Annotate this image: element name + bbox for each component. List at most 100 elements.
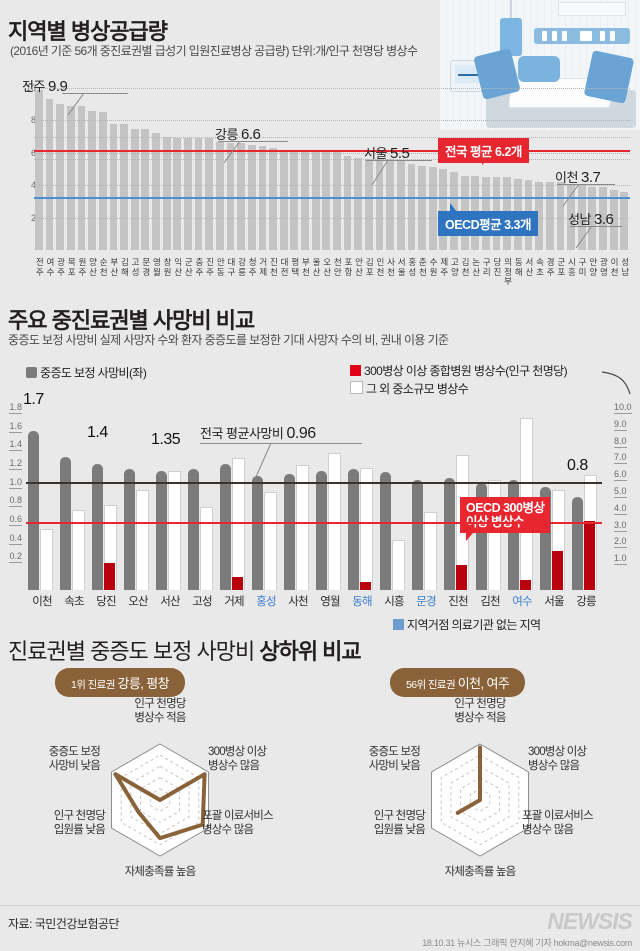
chart2-x-label: 이천: [32, 596, 52, 608]
chart1-bar: [205, 138, 214, 250]
chart2-x-label: 홍성: [256, 596, 276, 608]
chart2-small-beds-bar: [200, 506, 213, 590]
section3-title-plain: 진료권별 중증도 보정 사망비: [8, 639, 260, 664]
chart1-bar: [77, 105, 86, 250]
chart1-callout-leader: [575, 226, 593, 248]
photo-top-cabinet: [558, 2, 626, 16]
chart1-bar: [311, 149, 320, 250]
photo-iv-bag: [500, 18, 522, 56]
chart1-callout-leader: [371, 160, 389, 185]
chart1-bar: [545, 182, 554, 250]
chart2-right-tick: 5.0: [614, 486, 627, 498]
chart1-bar: [364, 159, 373, 250]
section2-subtitle: 중증도 보정 사망비 실제 사망자 수와 환자 중증도를 보정한 기대 사망자 …: [8, 333, 449, 347]
chart2-right-tick: 10.0: [614, 402, 632, 414]
chart2-mortality-bar: [316, 470, 327, 590]
rank-pill-bottom-rank: 56위 진료권: [406, 679, 456, 691]
chart2-x-label: 김천: [480, 596, 500, 608]
radar-axis-label: 인구 천명당 병상수 적음: [134, 698, 186, 725]
chart1-callout-value: 3.7: [581, 169, 601, 186]
chart2-x-label: 영월: [320, 596, 340, 608]
legend-arrow-icon: [601, 371, 631, 395]
chart1-callout-underline: [366, 160, 432, 161]
chart1-bar: [66, 105, 75, 250]
chart2-large-beds-bar: [360, 581, 371, 590]
chart1-bar: [162, 136, 171, 250]
chart2-oecd-tag: OECD 300병상 이상 병상수: [460, 497, 551, 533]
chart1-bar: [375, 159, 384, 250]
chart2-large-beds-bar: [552, 551, 563, 590]
chart2-mortality-bar: [92, 464, 103, 590]
chart2-small-beds-bar: [264, 491, 277, 590]
radar-axis-label-line1: 300병상 이상: [528, 746, 587, 758]
chart2-national-avg-line: [26, 482, 602, 485]
chart1-y-tick: 8: [30, 115, 36, 126]
chart2-left-tick: 0.8: [9, 495, 22, 508]
radar-axis-label: 자체충족률 높음: [124, 866, 197, 880]
radar-axis-label-line2: 병상수 많음: [202, 823, 254, 836]
chart1-callout-name: 성남: [568, 212, 591, 227]
section2-title: 주요 중진료권별 사망비 비교: [8, 308, 255, 333]
chart1-y-axis: 2 4 6 8 10: [8, 80, 36, 250]
photo-pillow: [518, 56, 560, 82]
radar-chart-rank1: 인구 천명당 병상수 적음 300병상 이상 병상수 많음 포괄 이료서비스 병상수 많음…: [0, 698, 320, 890]
chart2-small-beds-bar: [40, 528, 53, 590]
chart1-gridline: [34, 159, 630, 161]
radar-axis-label-line1: 자체충족률 높음: [124, 866, 197, 878]
chart1-bar: [141, 128, 150, 250]
chart1-bar: [35, 89, 43, 250]
chart2-large-beds-bar: [520, 579, 531, 590]
radar-axis-label: 인구 천명당 입원률 낮음: [54, 810, 106, 837]
radar-axis-label: 300병상 이상 병상수 많음: [528, 746, 587, 773]
circle-gray-swatch-icon: [26, 367, 37, 378]
chart2-x-label: 사천: [288, 596, 308, 608]
radar-axis-label-line2: 병상수 많음: [522, 823, 574, 836]
chart2-left-tick: 0.6: [9, 514, 22, 526]
chart1-bar: [98, 112, 107, 250]
rank-pill-bottom-name: 이천, 여주: [457, 676, 510, 691]
radar-axis-label: 중증도 보정 사망비 낮음: [368, 746, 421, 773]
credit-text: 18.10.31 뉴시스 그래픽 안지혜 기자 hokma@newsis.com: [422, 938, 632, 948]
chart2-mortality-bar: [412, 479, 423, 590]
chart1-bar: [439, 169, 448, 250]
chart2-small-beds-bar: [328, 452, 341, 590]
chart1-bar: [56, 104, 65, 250]
chart2-mortality-bar: [348, 468, 359, 590]
radar-axis-label-line1: 300병상 이상: [208, 746, 267, 758]
chart2-small-beds-bar: [360, 468, 373, 590]
radar-axis-label-line1: 중증도 보정: [368, 746, 421, 758]
chart2-right-tick: 1.0: [614, 553, 627, 566]
chart2-data-label: 1.4: [87, 424, 108, 441]
chart1-callout-name: 서울: [364, 146, 387, 161]
chart2-small-beds-bar: [296, 464, 309, 590]
chart2-oecd-tag-pointer: [466, 533, 473, 541]
legend-label-2: 그 외 중소규모 병상수: [366, 382, 469, 396]
square-red-swatch-icon: [350, 365, 361, 376]
chart1-gridline: [34, 152, 630, 154]
chart1-bar: [279, 149, 288, 250]
legend-no-regional-hospital: 지역거점 의료기관 없는 지역: [393, 616, 541, 633]
